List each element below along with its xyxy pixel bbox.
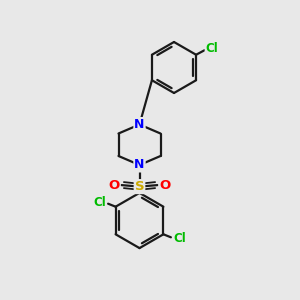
Text: Cl: Cl bbox=[93, 196, 106, 209]
Text: O: O bbox=[108, 178, 120, 192]
Text: O: O bbox=[159, 178, 171, 192]
Text: Cl: Cl bbox=[173, 232, 186, 245]
Text: N: N bbox=[134, 158, 145, 172]
Text: Cl: Cl bbox=[206, 42, 218, 55]
Text: S: S bbox=[135, 180, 144, 193]
Text: N: N bbox=[134, 118, 145, 131]
